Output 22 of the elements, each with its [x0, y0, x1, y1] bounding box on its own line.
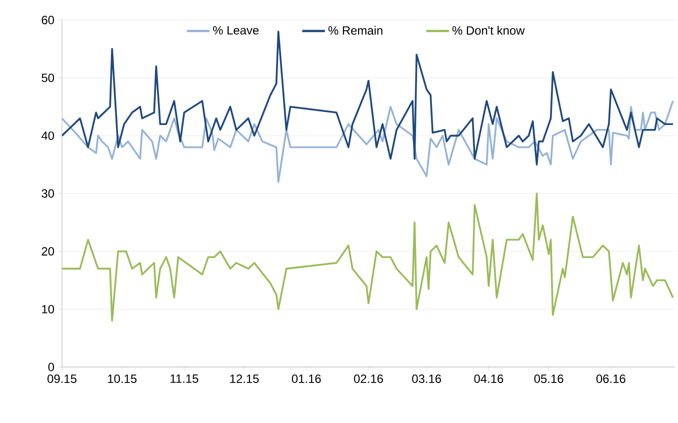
y-tick-label: 20	[42, 247, 54, 256]
y-tick-label: 60	[42, 16, 54, 24]
x-tick-label: 04.16	[474, 374, 504, 383]
y-tick-label: 50	[42, 74, 54, 82]
line-series	[62, 192, 674, 322]
x-tick-label: 03.16	[412, 374, 442, 383]
x-tick-label: 02.16	[354, 374, 383, 383]
line-series	[62, 100, 674, 183]
legend-label: % Leave	[213, 26, 259, 35]
legend-label: % Don't know	[452, 26, 525, 35]
x-tick-label: 11.15	[170, 374, 198, 383]
y-tick-label: 30	[42, 189, 54, 198]
x-tick-label: 01.16	[292, 374, 321, 383]
y-tick-label: 0	[48, 362, 54, 372]
x-tick-label: 06.16	[596, 374, 626, 383]
y-tick-label: 40	[41, 131, 54, 140]
y-tick-label: 10	[42, 304, 54, 314]
x-tick-label: 12.15	[230, 374, 259, 383]
legend-label: % Remain	[328, 26, 382, 35]
x-tick-label: 10.15	[108, 374, 137, 383]
x-tick-label: 05.16	[534, 374, 564, 383]
x-tick-label: 09.15	[48, 374, 76, 383]
